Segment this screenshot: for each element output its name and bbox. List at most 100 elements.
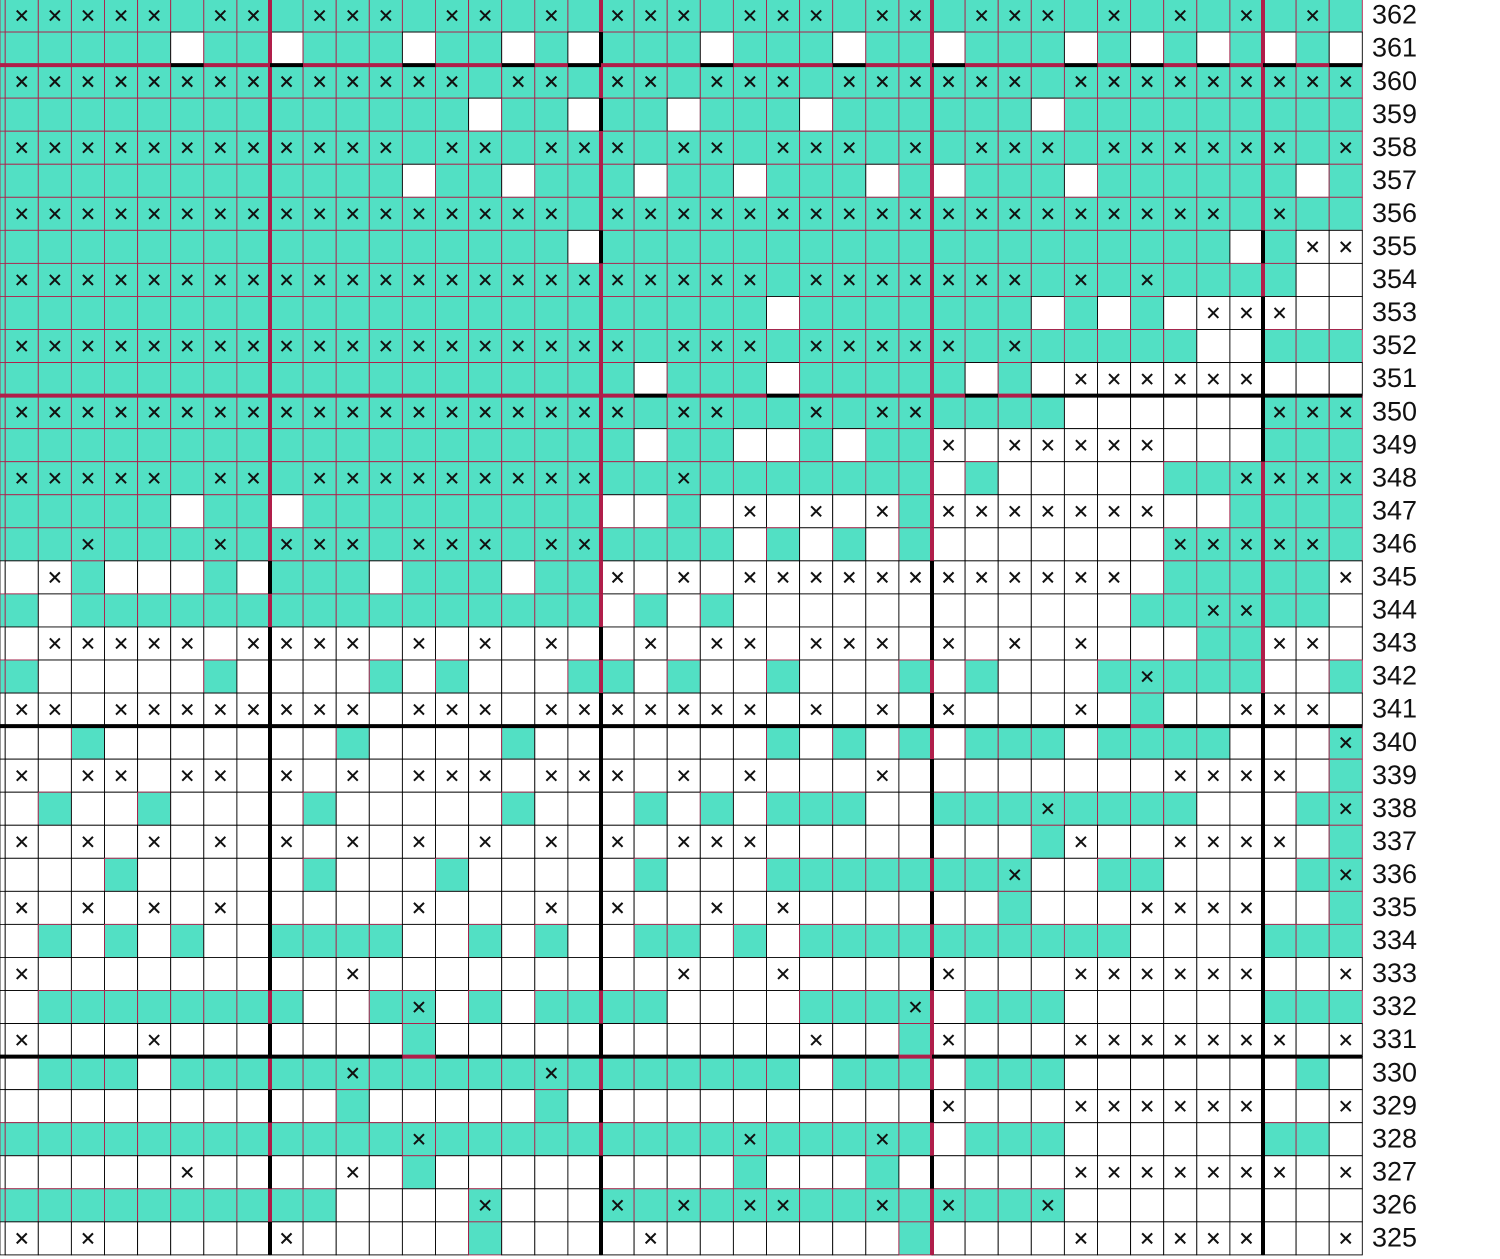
cell [964, 758, 999, 793]
cell [832, 560, 867, 595]
cell [104, 560, 139, 595]
cross-mark [1273, 1166, 1286, 1178]
cross-mark [82, 472, 94, 484]
cross-mark [1306, 406, 1319, 418]
cross-mark [446, 703, 458, 716]
cell [699, 560, 734, 595]
cells [0, 0, 1363, 1256]
cell [1295, 362, 1330, 397]
cell [70, 560, 105, 595]
cross-mark [214, 9, 227, 22]
cell [1196, 163, 1231, 198]
cross-mark [413, 902, 425, 914]
cross-mark [545, 538, 558, 551]
cross-mark [115, 340, 127, 352]
cell [799, 296, 834, 330]
cell [799, 593, 834, 628]
cross-mark [115, 406, 127, 418]
cell [666, 362, 701, 397]
cross-mark [1273, 75, 1286, 88]
cross-mark [1207, 208, 1220, 220]
cell [898, 1221, 933, 1256]
cell [799, 957, 834, 991]
cell [865, 857, 900, 892]
cell [633, 1188, 668, 1223]
cross-mark [1240, 472, 1253, 484]
cell [37, 990, 72, 1024]
cell [137, 362, 172, 397]
cell [1328, 1056, 1363, 1091]
cell [832, 428, 867, 463]
cell [534, 229, 569, 264]
cell [1163, 461, 1198, 496]
cell [1262, 890, 1297, 925]
row-label: 328 [1372, 1123, 1417, 1153]
row-label: 342 [1372, 661, 1417, 691]
cell [0, 1023, 6, 1057]
cross-mark [347, 75, 359, 88]
cell [1262, 990, 1297, 1024]
cross-mark [1042, 439, 1054, 451]
cell [1295, 1221, 1330, 1256]
cell [401, 31, 436, 66]
cell [1295, 1155, 1330, 1190]
cell [534, 1023, 569, 1058]
cell [1196, 791, 1231, 826]
cell [501, 659, 536, 694]
cell [699, 1023, 734, 1058]
cell [1097, 593, 1132, 628]
cell [799, 362, 834, 397]
cross-mark [1141, 373, 1153, 385]
cell [70, 362, 105, 397]
cross-mark [1174, 769, 1186, 782]
cell [766, 494, 801, 529]
cell [1163, 725, 1198, 760]
cell [70, 593, 105, 628]
cell [567, 494, 602, 529]
cell [1163, 229, 1198, 264]
cell [567, 560, 602, 595]
cell [468, 31, 503, 66]
cross-mark [810, 142, 822, 154]
cross-mark [1075, 1034, 1087, 1046]
cell [335, 791, 370, 826]
cross-mark [744, 505, 756, 517]
cross-mark [1174, 75, 1186, 88]
cell [666, 725, 701, 760]
row-label: 346 [1372, 528, 1417, 558]
cell [1196, 1122, 1231, 1157]
cell [37, 97, 72, 132]
cross-mark [16, 902, 28, 914]
cell [236, 725, 271, 760]
cross-mark [1042, 208, 1054, 220]
cell [335, 163, 370, 198]
cell [832, 692, 867, 727]
cell [1063, 857, 1098, 892]
cell [104, 857, 139, 892]
cell [699, 163, 734, 198]
cell [501, 923, 536, 958]
cell [699, 461, 734, 496]
cross-mark [380, 208, 392, 220]
cell [1295, 494, 1330, 529]
cell [1130, 229, 1165, 264]
cell [699, 1056, 734, 1091]
cell [567, 857, 602, 892]
cell [4, 428, 39, 463]
cell [170, 857, 205, 892]
cell [1130, 923, 1165, 958]
cell [335, 725, 370, 760]
cell [766, 1221, 801, 1256]
cell [1229, 791, 1264, 826]
cell [203, 97, 238, 132]
cell [567, 1155, 602, 1190]
cross-mark [545, 1067, 558, 1079]
cell [997, 97, 1032, 132]
cross-mark [545, 406, 558, 418]
cell [766, 1056, 801, 1091]
cross-mark [942, 1034, 955, 1046]
cross-mark [744, 571, 756, 584]
cross-mark [181, 274, 193, 286]
cell [1196, 229, 1231, 264]
cell [799, 97, 834, 132]
